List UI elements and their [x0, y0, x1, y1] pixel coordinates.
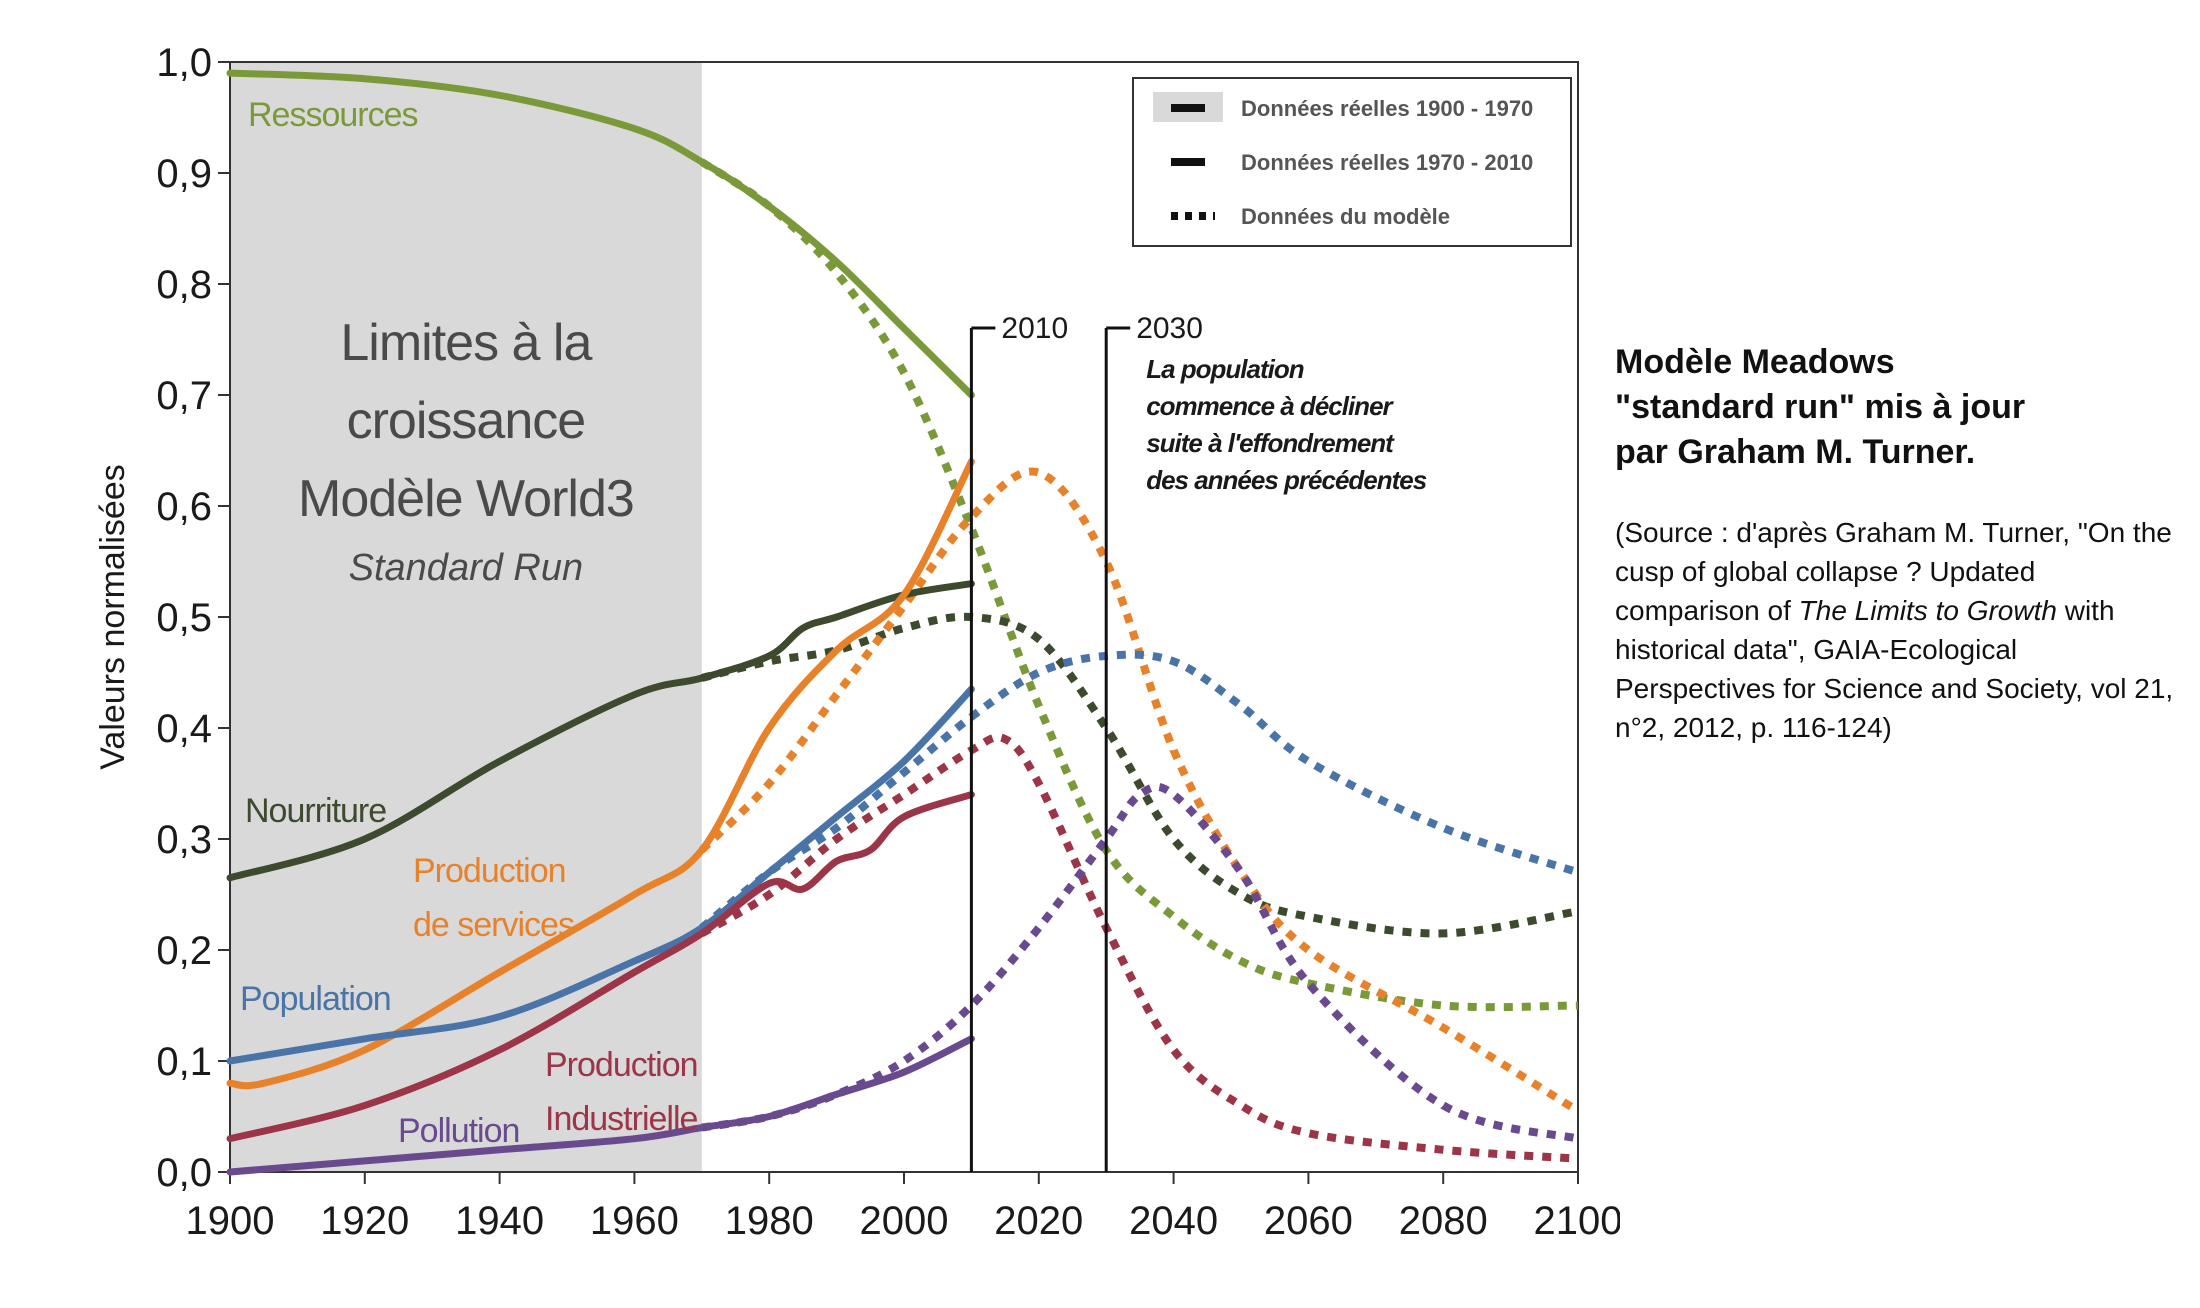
observed-line	[226, 458, 975, 1090]
x-tick-label: 2000	[860, 1199, 949, 1243]
x-tick-label: 2020	[994, 1199, 1083, 1243]
series-label: Population	[240, 980, 391, 1018]
year-marker-label: 2010	[1001, 312, 1068, 345]
legend-label: Données réelles 1970 - 2010	[1241, 150, 1533, 175]
y-tick-label: 0,1	[156, 1040, 212, 1084]
legend-label: Données réelles 1900 - 1970	[1241, 96, 1533, 121]
marker-annotation-line: des années précédentes	[1146, 465, 1427, 495]
marker-annotation-line: commence à décliner	[1146, 391, 1394, 421]
chart-title-line: Limites à la	[340, 314, 592, 372]
y-tick-label: 0,7	[156, 374, 212, 418]
observed-line	[226, 791, 975, 1143]
side-source: (Source : d'après Graham M. Turner, "On …	[1615, 513, 2175, 747]
series-label: Production	[545, 1046, 698, 1084]
model-line	[699, 650, 1580, 931]
side-panel: Modèle Meadows "standard run" mis à jour…	[1615, 340, 2175, 747]
model-line	[699, 158, 1579, 1012]
y-tick-label: 0,3	[156, 818, 212, 862]
chart: 1900 1920 1940 1960 1980 2000 2020 2040 2060 2080…	[94, 41, 1620, 1243]
y-axis-label: Valeurs normalisées	[94, 464, 132, 770]
observed-line	[226, 685, 975, 1065]
series-label: Production	[413, 852, 566, 890]
side-title-line: Modèle Meadows	[1615, 343, 1895, 381]
side-title: Modèle Meadows "standard run" mis à jour…	[1615, 340, 2175, 475]
series-label: de services	[413, 906, 574, 944]
model-line	[700, 612, 1579, 938]
x-tick-label: 2080	[1399, 1199, 1488, 1243]
x-tick-label: 2040	[1129, 1199, 1218, 1243]
series-label: Ressources	[248, 96, 418, 134]
observed-line	[226, 580, 975, 882]
chart-subtitle: Standard Run	[349, 547, 584, 589]
x-tick-label: 1920	[320, 1199, 409, 1243]
marker-annotation-line: La population	[1146, 354, 1304, 384]
y-tick-label: 0,5	[156, 596, 212, 640]
series-label: Pollution	[398, 1112, 519, 1150]
x-tick-label: 2100	[1534, 1199, 1620, 1243]
y-tick-label: 1,0	[156, 41, 212, 85]
model-line	[698, 467, 1581, 1115]
series-label: Nourriture	[245, 792, 386, 830]
year-marker-label: 2030	[1136, 312, 1203, 345]
side-title-line: "standard run" mis à jour	[1615, 388, 2026, 426]
x-tick-label: 1960	[590, 1199, 679, 1243]
marker-annotation-line: suite à l'effondrement	[1146, 428, 1395, 458]
y-tick-label: 0,9	[156, 152, 212, 196]
x-tick-label: 1980	[725, 1199, 814, 1243]
x-tick-label: 1900	[186, 1199, 275, 1243]
chart-title-line: Modèle World3	[298, 470, 634, 528]
source-text-end: with historical data", GAIA-Ecological P…	[1615, 595, 2174, 743]
observed-line	[226, 69, 975, 399]
series-label: Industrielle	[545, 1100, 698, 1138]
historical-period-shade	[230, 62, 702, 1172]
chart-title-line: croissance	[347, 392, 586, 450]
source-book-title: The Limits to Growth	[1798, 595, 2057, 626]
source-text: (Source : d'après Graham M. Turner, "On …	[1615, 517, 2172, 626]
y-tick-label: 0,4	[156, 707, 212, 751]
y-tick-label: 0,8	[156, 263, 212, 307]
x-tick-label: 1940	[455, 1199, 544, 1243]
x-tick-label: 2060	[1264, 1199, 1353, 1243]
model-line	[699, 733, 1579, 1163]
observed-line	[226, 1035, 975, 1176]
side-title-line: par Graham M. Turner.	[1615, 433, 1976, 471]
y-tick-label: 0,2	[156, 929, 212, 973]
legend-label: Données du modèle	[1241, 204, 1450, 229]
y-tick-label: 0,6	[156, 485, 212, 529]
y-tick-label: 0,0	[156, 1151, 212, 1195]
